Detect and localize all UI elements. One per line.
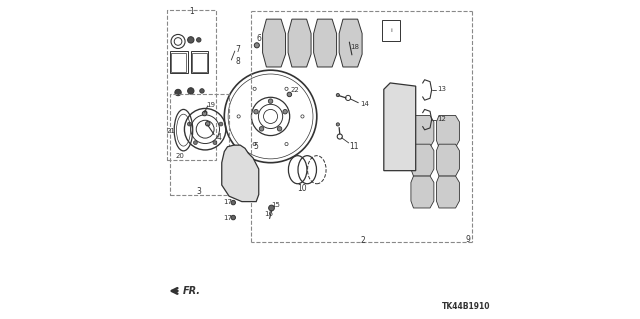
Polygon shape (384, 83, 416, 171)
Circle shape (287, 92, 292, 97)
Circle shape (254, 43, 259, 48)
Circle shape (196, 38, 201, 42)
Circle shape (219, 122, 223, 126)
Polygon shape (436, 176, 460, 208)
Circle shape (188, 122, 191, 126)
Text: 2: 2 (361, 236, 365, 245)
Text: 13: 13 (436, 86, 445, 92)
Circle shape (246, 173, 253, 180)
Polygon shape (221, 145, 259, 202)
Circle shape (283, 109, 287, 114)
Text: 15: 15 (271, 202, 280, 208)
Circle shape (175, 89, 181, 96)
Circle shape (253, 109, 258, 114)
Circle shape (231, 215, 236, 220)
Text: 14: 14 (360, 101, 369, 107)
Bar (170, 94, 229, 195)
Text: 3: 3 (196, 187, 201, 196)
Circle shape (188, 88, 194, 94)
Text: 22: 22 (290, 87, 299, 93)
Text: 20: 20 (175, 153, 184, 159)
Circle shape (232, 169, 241, 178)
Bar (191, 51, 209, 73)
Bar (192, 53, 207, 72)
Circle shape (269, 205, 275, 211)
Circle shape (259, 127, 264, 131)
Circle shape (204, 111, 207, 115)
Text: 9: 9 (466, 235, 471, 244)
Text: 16: 16 (264, 211, 273, 217)
Text: 7: 7 (236, 45, 241, 54)
Text: 10: 10 (298, 184, 307, 193)
Circle shape (268, 99, 273, 103)
Circle shape (277, 127, 282, 131)
Circle shape (205, 122, 210, 126)
Text: TK44B1910: TK44B1910 (442, 302, 490, 311)
Polygon shape (314, 19, 337, 67)
Bar (167, 10, 216, 159)
Polygon shape (339, 19, 362, 67)
Text: 19: 19 (207, 102, 216, 108)
Text: i: i (390, 28, 392, 33)
Text: FR.: FR. (183, 286, 201, 296)
Text: 18: 18 (351, 44, 360, 50)
Polygon shape (288, 19, 311, 67)
Text: 12: 12 (436, 116, 445, 122)
Bar (170, 51, 188, 73)
Circle shape (193, 141, 197, 145)
Text: 6: 6 (256, 34, 261, 43)
Text: 4: 4 (216, 133, 221, 142)
Circle shape (231, 200, 236, 205)
Circle shape (336, 123, 339, 126)
Bar (382, 20, 400, 41)
Text: 21: 21 (166, 128, 175, 134)
Text: 17: 17 (223, 199, 232, 204)
Text: 11: 11 (349, 142, 359, 151)
Circle shape (202, 111, 207, 116)
Polygon shape (262, 19, 285, 67)
Polygon shape (411, 144, 434, 176)
Circle shape (188, 37, 194, 43)
Circle shape (336, 93, 339, 97)
Circle shape (213, 141, 217, 145)
Polygon shape (411, 115, 434, 147)
Polygon shape (436, 144, 460, 176)
Text: 17: 17 (223, 215, 232, 220)
Text: 5: 5 (254, 142, 259, 151)
Bar (389, 91, 413, 163)
Text: 1: 1 (189, 7, 194, 16)
Circle shape (200, 89, 204, 93)
Polygon shape (411, 176, 434, 208)
Text: 8: 8 (236, 57, 241, 66)
Polygon shape (436, 115, 460, 147)
Bar (172, 53, 186, 72)
Circle shape (349, 55, 355, 60)
